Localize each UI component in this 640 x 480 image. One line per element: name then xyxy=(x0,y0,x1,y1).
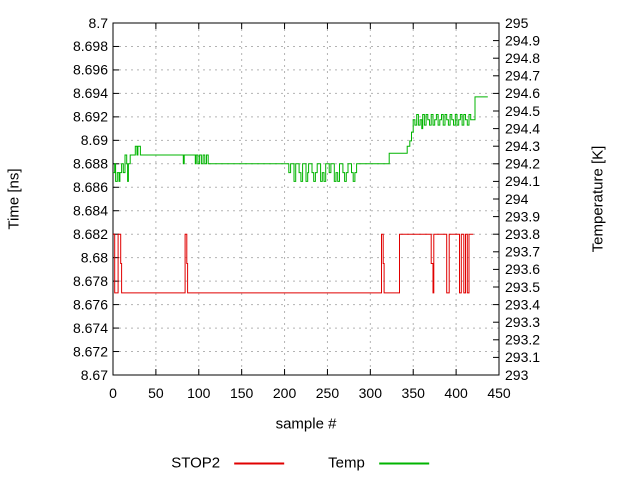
legend-swatch-temp xyxy=(378,462,429,464)
y1-tick-label: 8.684 xyxy=(73,202,108,218)
legend: STOP2 Temp xyxy=(171,455,429,472)
y1-tick-label: 8.686 xyxy=(73,179,108,195)
y2-tick-label: 293.6 xyxy=(505,261,540,277)
y1-tick-label: 8.672 xyxy=(73,343,108,359)
y2-tick-label: 294.2 xyxy=(505,156,540,172)
y2-tick-label: 294.4 xyxy=(505,120,540,136)
x-tick-label: 400 xyxy=(444,385,468,401)
x-tick-label: 450 xyxy=(487,385,511,401)
y1-tick-label: 8.7 xyxy=(89,15,109,31)
y2-tick-label: 293.7 xyxy=(505,244,540,260)
y2-tick-label: 293.2 xyxy=(505,332,540,348)
y2-tick-label: 294.1 xyxy=(505,173,540,189)
x-tick-label: 100 xyxy=(187,385,211,401)
y2-tick-label: 294.7 xyxy=(505,68,540,84)
legend-item-stop2: STOP2 xyxy=(171,454,285,472)
y1-tick-label: 8.682 xyxy=(73,226,108,242)
y1-tick-label: 8.676 xyxy=(73,296,108,312)
y2-tick-label: 293.9 xyxy=(505,208,540,224)
x-tick-label: 150 xyxy=(230,385,254,401)
y1-axis-title: Time [ns] xyxy=(5,168,23,230)
y1-tick-label: 8.694 xyxy=(73,85,108,101)
x-axis-title: sample # xyxy=(275,415,337,433)
y2-tick-label: 294.3 xyxy=(505,138,540,154)
y2-tick-label: 293.5 xyxy=(505,279,540,295)
legend-label-stop2: STOP2 xyxy=(171,454,221,472)
y1-tick-label: 8.678 xyxy=(73,273,108,289)
y2-tick-label: 293.8 xyxy=(505,226,540,242)
y2-tick-label: 293.3 xyxy=(505,314,540,330)
y1-tick-label: 8.674 xyxy=(73,320,108,336)
series-line-temp xyxy=(113,96,488,182)
y1-tick-label: 8.696 xyxy=(73,62,108,78)
x-tick-label: 250 xyxy=(316,385,340,401)
x-tick-label: 300 xyxy=(359,385,383,401)
y2-tick-label: 294.5 xyxy=(505,103,540,119)
x-tick-label: 200 xyxy=(273,385,297,401)
plot-border xyxy=(112,22,500,376)
y2-tick-label: 293.1 xyxy=(505,349,540,365)
x-tick-label: 0 xyxy=(109,385,117,401)
y2-tick-label: 293 xyxy=(505,367,529,383)
y2-tick-label: 294.6 xyxy=(505,85,540,101)
y1-tick-label: 8.688 xyxy=(73,156,108,172)
legend-item-temp: Temp xyxy=(328,455,429,472)
y2-tick-label: 293.4 xyxy=(505,296,540,312)
y2-tick-label: 294.9 xyxy=(505,32,540,48)
series-line-stop2 xyxy=(113,233,474,294)
y2-tick-label: 294.8 xyxy=(505,50,540,66)
y2-axis-title: Temperature [K] xyxy=(589,145,607,253)
y2-tick-label: 295 xyxy=(505,15,529,31)
y1-tick-label: 8.692 xyxy=(73,109,108,125)
y1-tick-label: 8.68 xyxy=(81,249,108,265)
y1-tick-label: 8.67 xyxy=(81,367,108,383)
x-tick-label: 350 xyxy=(402,385,426,401)
y2-tick-label: 294 xyxy=(505,191,529,207)
x-tick-label: 50 xyxy=(148,385,164,401)
y1-tick-label: 8.69 xyxy=(81,132,108,148)
legend-label-temp: Temp xyxy=(328,454,365,472)
legend-swatch-stop2 xyxy=(234,462,285,464)
y1-tick-label: 8.698 xyxy=(73,38,108,54)
